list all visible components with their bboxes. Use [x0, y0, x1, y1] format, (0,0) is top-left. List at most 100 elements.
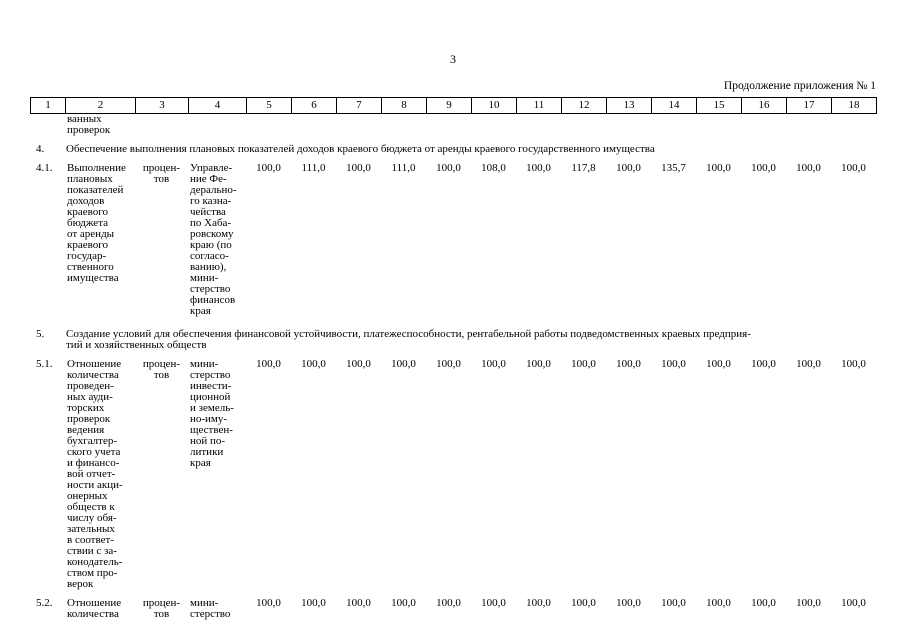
indicator-name: ванных проверок — [67, 113, 111, 136]
indicator-name: Выполнение плановых показателей доходов … — [67, 162, 126, 284]
value-cell — [651, 114, 696, 140]
table-row: 5.2. Отношение количества процен- тов мини-… — [30, 598, 876, 628]
value-cell: 108,0 — [481, 162, 506, 174]
unit-cell: процен- тов — [142, 597, 181, 620]
value-cell — [471, 114, 516, 140]
value-cell: 100,0 — [706, 358, 731, 370]
row-number: 5.1. — [36, 358, 53, 370]
value-cell: 111,0 — [301, 162, 326, 174]
continuation-note: Продолжение приложения № 1 — [723, 80, 876, 92]
value-cell: 100,0 — [616, 358, 641, 370]
indicator-name: Отношение количества проведен- ных ауди-… — [67, 358, 123, 590]
executor-cell — [188, 114, 246, 140]
value-cell: 100,0 — [796, 162, 821, 174]
value-cell — [606, 114, 651, 140]
row-number: 4.1. — [36, 162, 53, 174]
value-cell: 100,0 — [256, 358, 281, 370]
value-cell — [516, 114, 561, 140]
value-cell — [336, 114, 381, 140]
value-cell: 100,0 — [526, 162, 551, 174]
column-header-cell: 6 — [291, 97, 337, 114]
column-header-cell: 16 — [741, 97, 787, 114]
column-header-cell: 18 — [831, 97, 877, 114]
column-header-cell: 4 — [188, 97, 247, 114]
value-cell: 111,0 — [391, 162, 416, 174]
value-cell — [696, 114, 741, 140]
value-cell: 100,0 — [301, 597, 326, 609]
value-cell: 100,0 — [796, 358, 821, 370]
value-cell — [561, 114, 606, 140]
executor-cell: мини- стерство инвести- ционной и земель… — [190, 358, 234, 469]
indicator-table: ванных проверок 4. Обеспечение выполнения … — [30, 114, 876, 628]
value-cell: 100,0 — [481, 358, 506, 370]
value-cell: 100,0 — [346, 597, 371, 609]
value-cell: 100,0 — [346, 162, 371, 174]
value-cell: 100,0 — [256, 162, 281, 174]
value-cell: 100,0 — [391, 597, 416, 609]
value-cell: 100,0 — [841, 358, 866, 370]
row-number: 5.2. — [36, 597, 53, 609]
value-cell: 100,0 — [841, 597, 866, 609]
value-cell: 100,0 — [751, 358, 776, 370]
table-row: 4. Обеспечение выполнения плановых показа… — [30, 140, 876, 163]
row-number — [30, 114, 65, 140]
column-header-cell: 14 — [651, 97, 697, 114]
value-cell: 100,0 — [751, 597, 776, 609]
column-header-cell: 5 — [246, 97, 292, 114]
executor-cell: Управле- ние Фе- дерально- го казна- чей… — [190, 162, 237, 317]
row-number: 4. — [36, 143, 45, 155]
column-header-cell: 13 — [606, 97, 652, 114]
value-cell: 100,0 — [706, 597, 731, 609]
value-cell — [831, 114, 876, 140]
value-cell — [741, 114, 786, 140]
column-header-cell: 1 — [30, 97, 66, 114]
column-header-cell: 9 — [426, 97, 472, 114]
unit-cell: процен- тов — [142, 162, 181, 185]
value-cell: 100,0 — [436, 162, 461, 174]
value-cell — [426, 114, 471, 140]
value-cell: 100,0 — [616, 597, 641, 609]
value-cell: 117,8 — [571, 162, 596, 174]
row-number: 5. — [36, 328, 45, 340]
column-header-cell: 7 — [336, 97, 382, 114]
value-cell: 100,0 — [436, 358, 461, 370]
value-cell — [291, 114, 336, 140]
column-header-cell: 2 — [65, 97, 136, 114]
column-number-row: 1 2 3 4 5 6 7 8 9 10 11 12 13 14 15 16 17 18 — [30, 97, 877, 114]
value-cell — [786, 114, 831, 140]
column-header-cell: 17 — [786, 97, 832, 114]
value-cell: 100,0 — [571, 597, 596, 609]
value-cell: 100,0 — [661, 358, 686, 370]
column-header-cell: 15 — [696, 97, 742, 114]
value-cell: 100,0 — [301, 358, 326, 370]
column-header-cell: 11 — [516, 97, 562, 114]
table-row: ванных проверок — [30, 114, 876, 140]
value-cell: 100,0 — [751, 162, 776, 174]
value-cell: 100,0 — [616, 162, 641, 174]
value-cell: 100,0 — [526, 358, 551, 370]
value-cell: 100,0 — [796, 597, 821, 609]
value-cell: 100,0 — [661, 597, 686, 609]
table-row: 4.1. Выполнение плановых показателей дохо… — [30, 163, 876, 325]
value-cell: 100,0 — [391, 358, 416, 370]
value-cell — [381, 114, 426, 140]
executor-cell: мини- стерство — [190, 597, 231, 620]
value-cell — [246, 114, 291, 140]
column-header-cell: 10 — [471, 97, 517, 114]
section-title: Создание условий для обеспечения финансо… — [66, 328, 751, 351]
unit-cell: процен- тов — [142, 358, 181, 381]
unit-cell — [135, 114, 188, 140]
value-cell: 100,0 — [841, 162, 866, 174]
value-cell: 100,0 — [436, 597, 461, 609]
column-header-cell: 8 — [381, 97, 427, 114]
value-cell: 100,0 — [526, 597, 551, 609]
table-row: 5.1. Отношение количества проведен- ных а… — [30, 359, 876, 598]
value-cell: 100,0 — [481, 597, 506, 609]
section-title: Обеспечение выполнения плановых показате… — [66, 143, 655, 155]
column-header-cell: 3 — [135, 97, 189, 114]
indicator-name: Отношение количества — [67, 597, 122, 620]
value-cell: 135,7 — [661, 162, 686, 174]
column-header-cell: 12 — [561, 97, 607, 114]
value-cell: 100,0 — [346, 358, 371, 370]
